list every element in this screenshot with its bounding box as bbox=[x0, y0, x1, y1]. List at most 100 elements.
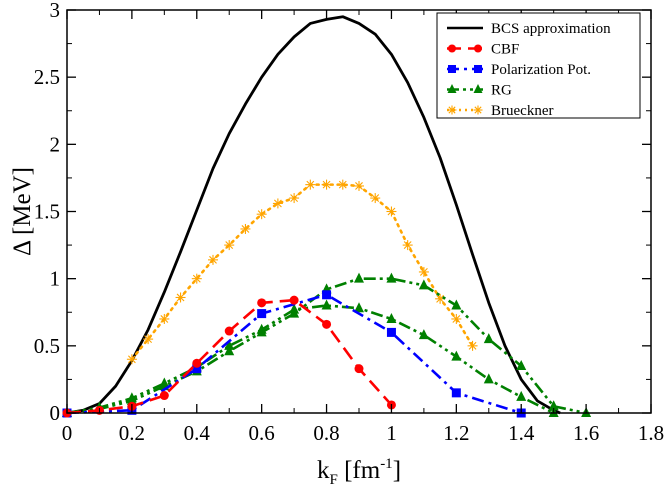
data-point bbox=[474, 44, 482, 53]
x-tick-label: 0 bbox=[62, 421, 73, 445]
data-point bbox=[516, 390, 527, 401]
data-point bbox=[447, 84, 457, 93]
data-point bbox=[386, 206, 397, 217]
x-axis-title-sub: F bbox=[329, 472, 337, 488]
x-axis-title-main: k bbox=[317, 457, 330, 484]
data-point bbox=[159, 313, 170, 324]
data-point bbox=[402, 240, 413, 251]
x-axis-title-unit: [fm bbox=[338, 457, 381, 484]
legend-label: Polarization Pot. bbox=[491, 62, 591, 78]
data-point bbox=[159, 377, 170, 388]
series-line bbox=[130, 183, 474, 361]
data-point bbox=[386, 312, 397, 323]
series-cbf bbox=[62, 295, 396, 418]
series-bcs-approximation bbox=[66, 15, 561, 415]
data-point bbox=[354, 272, 364, 283]
data-point bbox=[289, 295, 299, 305]
data-point bbox=[451, 299, 462, 310]
data-point bbox=[126, 354, 137, 365]
y-tick-label: 2 bbox=[50, 132, 61, 156]
data-point bbox=[289, 193, 300, 204]
series-line bbox=[66, 298, 393, 415]
y-tick-label: 2.5 bbox=[34, 65, 60, 89]
data-point bbox=[448, 65, 456, 73]
data-point bbox=[224, 345, 235, 356]
y-tick-label: 1 bbox=[50, 267, 61, 291]
data-point bbox=[224, 326, 234, 336]
data-point bbox=[289, 303, 300, 314]
x-axis-title-exp: -1 bbox=[380, 456, 393, 472]
data-point bbox=[322, 319, 332, 329]
series-line bbox=[66, 15, 561, 415]
data-point bbox=[474, 65, 482, 73]
data-point bbox=[483, 373, 494, 384]
data-point bbox=[516, 359, 527, 370]
x-tick-label: 1 bbox=[386, 421, 397, 445]
x-tick-label: 1.2 bbox=[443, 421, 469, 445]
data-point bbox=[386, 327, 396, 337]
data-point bbox=[257, 298, 267, 308]
data-point bbox=[321, 299, 332, 310]
x-tick-label: 1.6 bbox=[573, 421, 599, 445]
data-point bbox=[256, 209, 267, 220]
data-point bbox=[192, 364, 202, 374]
y-tick-label: 0.5 bbox=[34, 334, 60, 358]
x-tick-label: 0.2 bbox=[119, 421, 145, 445]
data-point bbox=[159, 391, 169, 401]
data-point bbox=[418, 266, 429, 277]
x-tick-label: 0.4 bbox=[184, 421, 211, 445]
data-point bbox=[418, 279, 429, 290]
data-point bbox=[240, 223, 251, 234]
data-point bbox=[354, 364, 364, 374]
data-point bbox=[451, 313, 462, 324]
data-point bbox=[448, 44, 456, 53]
data-point bbox=[224, 339, 235, 350]
data-point bbox=[548, 400, 559, 411]
data-point bbox=[483, 333, 494, 344]
y-tick-label: 3 bbox=[50, 0, 61, 22]
data-point bbox=[191, 273, 202, 284]
data-point bbox=[467, 340, 478, 351]
series-line bbox=[66, 304, 555, 415]
data-point bbox=[257, 309, 267, 319]
data-point bbox=[370, 193, 381, 204]
data-point bbox=[451, 350, 462, 361]
data-point bbox=[256, 323, 267, 334]
y-axis-title: Δ [MeV] bbox=[9, 167, 36, 256]
data-point bbox=[354, 180, 364, 191]
series-line bbox=[66, 277, 587, 415]
data-point bbox=[208, 254, 218, 265]
y-tick-label: 1.5 bbox=[34, 200, 60, 224]
data-point bbox=[386, 272, 397, 283]
data-point bbox=[473, 105, 483, 115]
x-tick-label: 1.4 bbox=[508, 421, 535, 445]
data-point bbox=[337, 179, 348, 190]
series-brueckner bbox=[126, 179, 478, 365]
legend-label: Brueckner bbox=[491, 103, 553, 119]
data-point bbox=[321, 179, 332, 190]
data-point bbox=[451, 388, 461, 398]
data-point bbox=[192, 358, 202, 368]
series-layer bbox=[62, 15, 592, 418]
x-tick-label: 1.8 bbox=[638, 421, 664, 445]
data-point bbox=[126, 392, 137, 403]
data-point bbox=[354, 302, 364, 313]
data-point bbox=[224, 240, 235, 251]
x-axis-title: kF [fm-1] bbox=[317, 456, 401, 488]
x-axis-title-close: ] bbox=[393, 457, 401, 484]
data-point bbox=[175, 292, 186, 303]
data-point bbox=[272, 198, 283, 209]
data-point bbox=[418, 329, 429, 340]
x-tick-label: 0.6 bbox=[249, 421, 275, 445]
legend-label: BCS approximation bbox=[491, 21, 611, 37]
legend-box bbox=[436, 12, 641, 119]
data-point bbox=[473, 84, 483, 93]
y-tick-label: 0 bbox=[50, 401, 61, 425]
legend: BCS approximation CBF Polarization Pot. RG B… bbox=[436, 12, 641, 119]
data-point bbox=[143, 334, 154, 345]
legend-label: RG bbox=[491, 83, 512, 99]
data-point bbox=[305, 179, 316, 190]
data-point bbox=[447, 105, 457, 115]
legend-label: CBF bbox=[491, 42, 519, 58]
